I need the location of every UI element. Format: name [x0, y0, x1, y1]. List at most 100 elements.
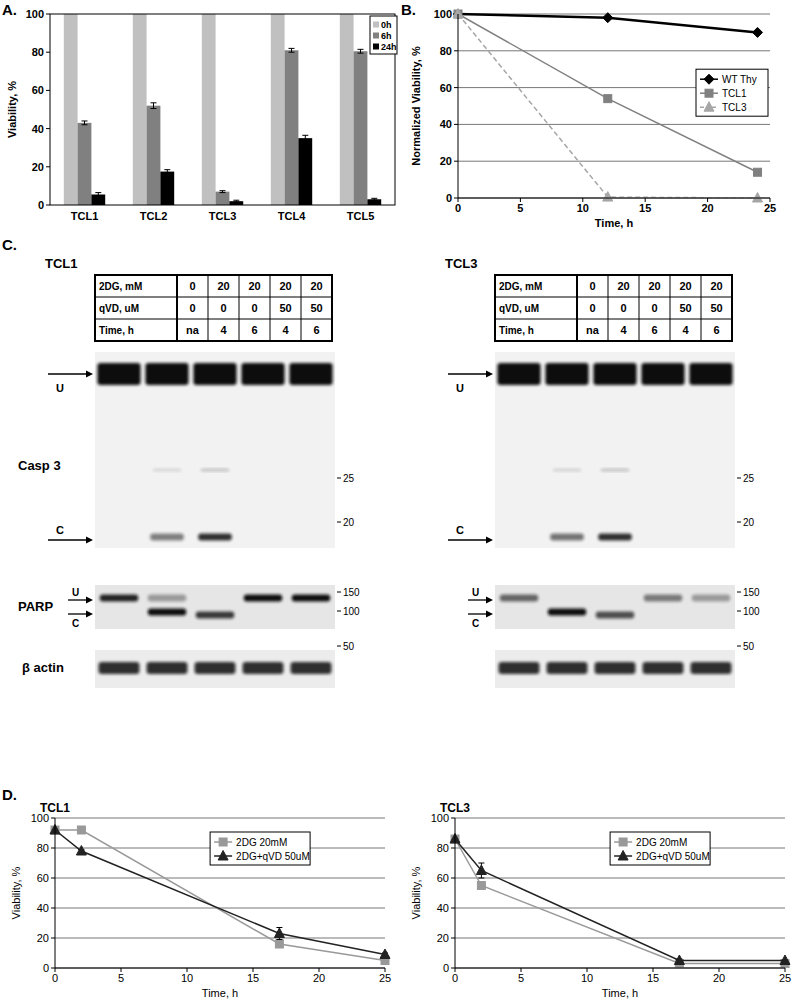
band [601, 469, 630, 472]
legend-marker [219, 838, 227, 846]
chart-1: B.020406080100Normalized Viability, %051… [401, 1, 776, 229]
band [195, 662, 236, 674]
y-tick [454, 161, 458, 162]
error-line [291, 48, 292, 52]
arrow-line [48, 539, 87, 540]
x-tick-label: 25 [779, 972, 791, 984]
x-tick-label: 15 [247, 972, 259, 984]
series-line [455, 839, 785, 961]
legend-marker [705, 89, 713, 97]
bar [91, 194, 105, 205]
legend-marker [704, 74, 714, 84]
band [553, 469, 582, 472]
y-tick [454, 87, 458, 88]
chart-0: A.020406080100Viability, %TCL1TCL2TCL3TC… [2, 1, 397, 222]
y-axis [455, 818, 456, 968]
x-tick-label: 5 [118, 972, 124, 984]
x-axis-label: Time, h [202, 987, 238, 999]
legend-box [370, 16, 397, 54]
band [643, 662, 684, 674]
chart-2: D.TCL1020406080100Viability, %0510152025… [2, 786, 391, 999]
band [243, 662, 284, 674]
y-tick-label: 100 [431, 812, 449, 824]
table-cell: 0 [189, 280, 195, 292]
error-cap [358, 53, 364, 54]
y-tick-label: 0 [446, 192, 452, 204]
arrow-line [448, 373, 487, 374]
figure: A.020406080100Viability, %TCL1TCL2TCL3TC… [0, 0, 800, 1004]
error-cap [276, 939, 282, 940]
table-rule [576, 275, 578, 341]
blot-background [95, 352, 335, 548]
band [147, 662, 188, 674]
y-tick-label: 80 [37, 842, 49, 854]
bar [133, 14, 147, 205]
mw-label: 20 [343, 517, 355, 528]
y-tick [451, 878, 455, 879]
point [275, 940, 283, 948]
point [604, 95, 612, 103]
table-cell: 0 [620, 302, 626, 314]
x-tick-label: TCL2 [140, 210, 168, 222]
mw-label: 100 [743, 606, 760, 617]
protein-label: PARP [18, 599, 53, 614]
x-axis [458, 198, 770, 199]
band [550, 534, 584, 541]
mw-tick [337, 592, 341, 593]
x-tick-label: 25 [764, 202, 776, 214]
grid-line [455, 878, 785, 879]
y-tick [51, 938, 55, 939]
mw-label: 150 [743, 587, 760, 598]
arrow-line [448, 539, 487, 540]
mw-label: 25 [343, 473, 355, 484]
blot-1: TCL32DG, mM020202020qVD, uM0005050Time, … [445, 256, 760, 688]
table-cell: 50 [310, 302, 322, 314]
table-cell: 20 [710, 280, 722, 292]
error-bar [276, 941, 282, 947]
legend-label: 2DG 20mM [636, 837, 687, 848]
error-cap [220, 192, 226, 193]
arrow-head [86, 611, 93, 618]
y-tick [46, 14, 50, 15]
x-tick-label: 5 [517, 202, 523, 214]
table-rule [176, 275, 178, 341]
band [201, 469, 230, 472]
table-rule [270, 275, 271, 341]
mw-label: 20 [743, 517, 755, 528]
table-cell: 0 [651, 302, 657, 314]
x-tick-label: 15 [639, 202, 651, 214]
x-tick-label: 10 [581, 972, 593, 984]
band-label: C [56, 524, 64, 536]
y-tick-label: 20 [32, 161, 44, 173]
point [476, 865, 486, 875]
point [76, 846, 86, 856]
x-tick-label: TCL4 [278, 210, 306, 222]
bar [202, 14, 216, 205]
bar [367, 199, 381, 205]
y-tick-label: 40 [32, 123, 44, 135]
y-tick-label: 20 [440, 155, 452, 167]
error-cap [164, 173, 170, 174]
series-line [458, 14, 758, 172]
legend-label: TCL1 [722, 88, 747, 99]
table-cell: 6 [251, 324, 257, 336]
grid-line [455, 908, 785, 909]
error-line [167, 170, 168, 174]
point [780, 955, 790, 965]
mw-tick [337, 478, 341, 479]
table-cell: na [186, 324, 200, 336]
y-tick [51, 968, 55, 969]
band [150, 534, 184, 541]
table-rule [301, 275, 302, 341]
error-bar [220, 191, 226, 193]
grid-line [55, 878, 385, 879]
error-bar [289, 48, 295, 52]
table-cell: 20 [617, 280, 629, 292]
mw-label: 50 [343, 641, 355, 652]
legend: 2DG 20mM2DG+qVD 50uM [210, 832, 310, 865]
error-line [98, 193, 99, 197]
legend-swatch [373, 22, 379, 28]
y-tick-label: 60 [37, 872, 49, 884]
bar [78, 123, 92, 205]
band [499, 662, 540, 674]
